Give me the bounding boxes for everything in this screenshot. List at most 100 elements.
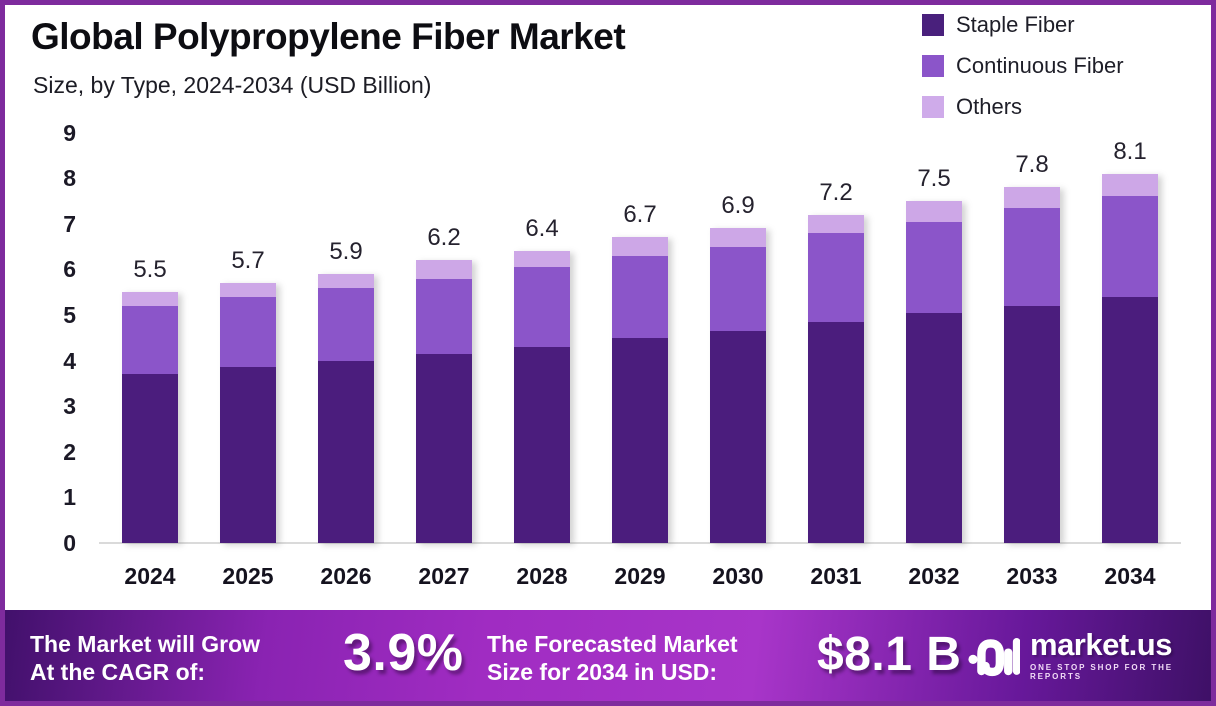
y-axis-tick-8: 8 (63, 165, 76, 192)
bottom-banner: The Market will Grow At the CAGR of: 3.9… (0, 610, 1216, 706)
x-axis-label-2031: 2031 (810, 563, 862, 589)
bar-2030 (710, 228, 766, 543)
bar-2025 (220, 283, 276, 543)
bar-segment-continuous-fiber (710, 246, 766, 331)
cagr-label-line1: The Market will Grow (30, 631, 261, 657)
y-axis-tick-7: 7 (63, 210, 76, 237)
bar-segment-staple-fiber (710, 330, 766, 543)
bar-segment-staple-fiber (416, 353, 472, 543)
legend-label: Others (956, 94, 1023, 119)
x-axis-label-2026: 2026 (320, 563, 372, 589)
bar-segment-continuous-fiber (220, 296, 276, 368)
bar-value-label: 7.5 (917, 165, 951, 192)
x-axis-label-2025: 2025 (222, 563, 274, 589)
legend-label: Continuous Fiber (956, 53, 1124, 78)
bar-segment-others (612, 237, 668, 256)
bar-2031 (808, 214, 864, 543)
bar-segment-continuous-fiber (1102, 196, 1158, 297)
y-axis-tick-5: 5 (63, 302, 76, 328)
bar-segment-continuous-fiber (906, 221, 962, 313)
y-axis-tick-9: 9 (63, 119, 76, 146)
forecast-value: $8.1 B (817, 628, 962, 681)
bar-segment-staple-fiber (220, 367, 276, 543)
bar-value-label: 5.9 (329, 237, 363, 265)
bar-2024 (122, 292, 178, 543)
forecast-label-line1: The Forecasted Market (487, 631, 738, 657)
forecast-label: The Forecasted Market Size for 2034 in U… (487, 630, 738, 686)
bar-segment-others (416, 260, 472, 279)
cagr-value: 3.9% (343, 624, 464, 682)
bar-segment-continuous-fiber (612, 255, 668, 338)
y-axis-tick-0: 0 (63, 530, 76, 556)
bar-segment-others (1102, 173, 1158, 197)
bar-2026 (318, 273, 374, 543)
x-axis-label-2024: 2024 (124, 563, 176, 589)
bar-segment-others (220, 283, 276, 297)
bar-value-label: 7.8 (1015, 151, 1049, 179)
x-axis-line (99, 542, 1181, 544)
bar-value-label: 7.2 (819, 178, 853, 206)
legend-swatch (922, 96, 944, 118)
bar-segment-staple-fiber (612, 337, 668, 543)
bar-2032 (906, 201, 962, 543)
bar-segment-continuous-fiber (318, 287, 374, 361)
bar-segment-others (710, 228, 766, 247)
x-axis-label-2028: 2028 (516, 563, 568, 589)
legend-item-others: Others (922, 94, 1124, 120)
logo-text: market.us (1030, 627, 1172, 662)
bar-segment-staple-fiber (906, 312, 962, 543)
bar-2027 (416, 260, 472, 543)
y-axis-tick-3: 3 (63, 393, 76, 420)
legend: Staple Fiber Continuous Fiber Others (922, 12, 1124, 135)
cagr-label-line2: At the CAGR of: (30, 659, 206, 685)
forecast-label-line2: Size for 2034 in USD: (487, 659, 718, 685)
x-axis-label-2029: 2029 (614, 563, 666, 589)
y-axis-tick-2: 2 (63, 438, 76, 465)
bar-segment-staple-fiber (514, 346, 570, 543)
page-title: Global Polypropylene Fiber Market (31, 16, 626, 57)
bar-segment-staple-fiber (122, 374, 178, 543)
bar-segment-staple-fiber (1004, 305, 1060, 543)
legend-label: Staple Fiber (956, 12, 1075, 37)
legend-item-continuous-fiber: Continuous Fiber (922, 53, 1124, 79)
bar-segment-continuous-fiber (416, 278, 472, 354)
bar-2029 (612, 237, 668, 543)
x-axis-label-2032: 2032 (908, 563, 960, 589)
x-axis-label-2030: 2030 (712, 563, 764, 589)
bar-2034 (1102, 173, 1158, 543)
bar-segment-staple-fiber (1102, 296, 1158, 543)
bar-value-label: 8.1 (1113, 137, 1147, 165)
x-axis-label-2033: 2033 (1006, 563, 1058, 589)
bar-value-label: 6.2 (427, 224, 461, 252)
legend-swatch (922, 55, 944, 77)
bar-segment-continuous-fiber (808, 232, 864, 322)
bar-segment-continuous-fiber (122, 305, 178, 375)
market-us-logo-icon (968, 634, 1021, 683)
bar-value-label: 6.9 (721, 192, 755, 220)
bar-2028 (514, 251, 570, 543)
bar-value-label: 6.4 (525, 215, 559, 243)
bar-segment-others (808, 214, 864, 233)
x-axis-label-2027: 2027 (418, 563, 470, 589)
logo-text-block: market.us ONE STOP SHOP FOR THE REPORTS (1030, 627, 1216, 682)
bar-2033 (1004, 187, 1060, 543)
bar-segment-continuous-fiber (1004, 207, 1060, 306)
bar-value-label: 6.7 (623, 201, 657, 229)
bar-value-label: 5.5 (133, 256, 167, 284)
x-axis-label-2034: 2034 (1104, 563, 1156, 589)
market-us-logo: market.us ONE STOP SHOP FOR THE REPORTS (968, 628, 1216, 683)
page-subtitle: Size, by Type, 2024-2034 (USD Billion) (33, 72, 432, 98)
bar-segment-continuous-fiber (514, 267, 570, 347)
bar-segment-others (906, 201, 962, 222)
y-axis-tick-4: 4 (63, 347, 76, 374)
legend-swatch (922, 14, 944, 36)
cagr-label: The Market will Grow At the CAGR of: (30, 630, 260, 686)
bar-segment-others (1004, 187, 1060, 208)
bar-segment-others (318, 273, 374, 288)
y-axis-tick-6: 6 (63, 256, 76, 283)
bar-segment-staple-fiber (318, 360, 374, 543)
bar-value-label: 5.7 (231, 247, 265, 275)
logo-tagline: ONE STOP SHOP FOR THE REPORTS (1030, 663, 1174, 681)
bar-segment-others (122, 292, 178, 306)
